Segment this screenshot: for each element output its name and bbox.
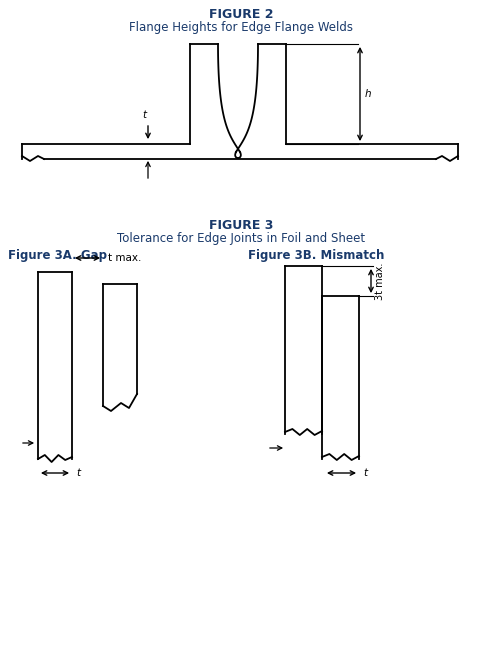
Text: Figure 3A. Gap: Figure 3A. Gap xyxy=(8,249,107,262)
Text: Tolerance for Edge Joints in Foil and Sheet: Tolerance for Edge Joints in Foil and Sh… xyxy=(117,232,365,245)
Text: t: t xyxy=(363,468,367,478)
Text: t: t xyxy=(142,110,146,120)
Text: FIGURE 3: FIGURE 3 xyxy=(209,219,273,232)
Text: h: h xyxy=(365,89,372,99)
Text: 3t max.: 3t max. xyxy=(375,262,385,300)
Text: t: t xyxy=(76,468,80,478)
Text: Flange Heights for Edge Flange Welds: Flange Heights for Edge Flange Welds xyxy=(129,21,353,34)
Text: t max.: t max. xyxy=(108,253,141,263)
Text: Figure 3B. Mismatch: Figure 3B. Mismatch xyxy=(248,249,384,262)
Text: FIGURE 2: FIGURE 2 xyxy=(209,8,273,21)
